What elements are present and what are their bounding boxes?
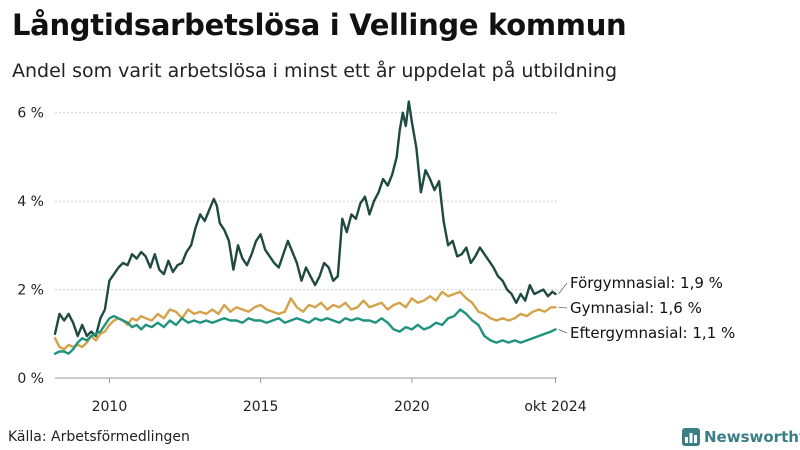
newsworthy-logo: Newsworthy bbox=[682, 428, 800, 446]
series-end-label: Eftergymnasial: 1,1 % bbox=[570, 324, 735, 342]
x-tick-label: 2020 bbox=[394, 399, 430, 415]
bar-chart-icon bbox=[682, 428, 700, 446]
label-leader-line bbox=[558, 328, 568, 334]
y-tick-label: 2 % bbox=[17, 283, 44, 299]
source-note: Källa: Arbetsförmedlingen bbox=[8, 429, 190, 445]
series-line-eftergymnasial bbox=[53, 308, 557, 355]
y-tick-label: 0 % bbox=[17, 371, 44, 387]
chart-subtitle: Andel som varit arbetslösa i minst ett å… bbox=[12, 60, 618, 82]
brand-name: Newsworthy bbox=[704, 428, 800, 446]
x-tick-label: 2015 bbox=[243, 399, 279, 415]
series-line-förgymnasial bbox=[53, 100, 557, 338]
label-leader-line bbox=[558, 282, 568, 295]
series-end-label: Förgymnasial: 1,9 % bbox=[570, 274, 723, 292]
y-tick-label: 4 % bbox=[17, 194, 44, 210]
label-leader-line bbox=[558, 306, 568, 309]
x-tick-label: okt 2024 bbox=[524, 399, 586, 415]
chart-title: Långtidsarbetslösa i Vellinge kommun bbox=[12, 8, 627, 42]
y-tick-label: 6 % bbox=[17, 106, 44, 122]
x-tick-label: 2010 bbox=[92, 399, 128, 415]
series-end-label: Gymnasial: 1,6 % bbox=[570, 299, 702, 317]
